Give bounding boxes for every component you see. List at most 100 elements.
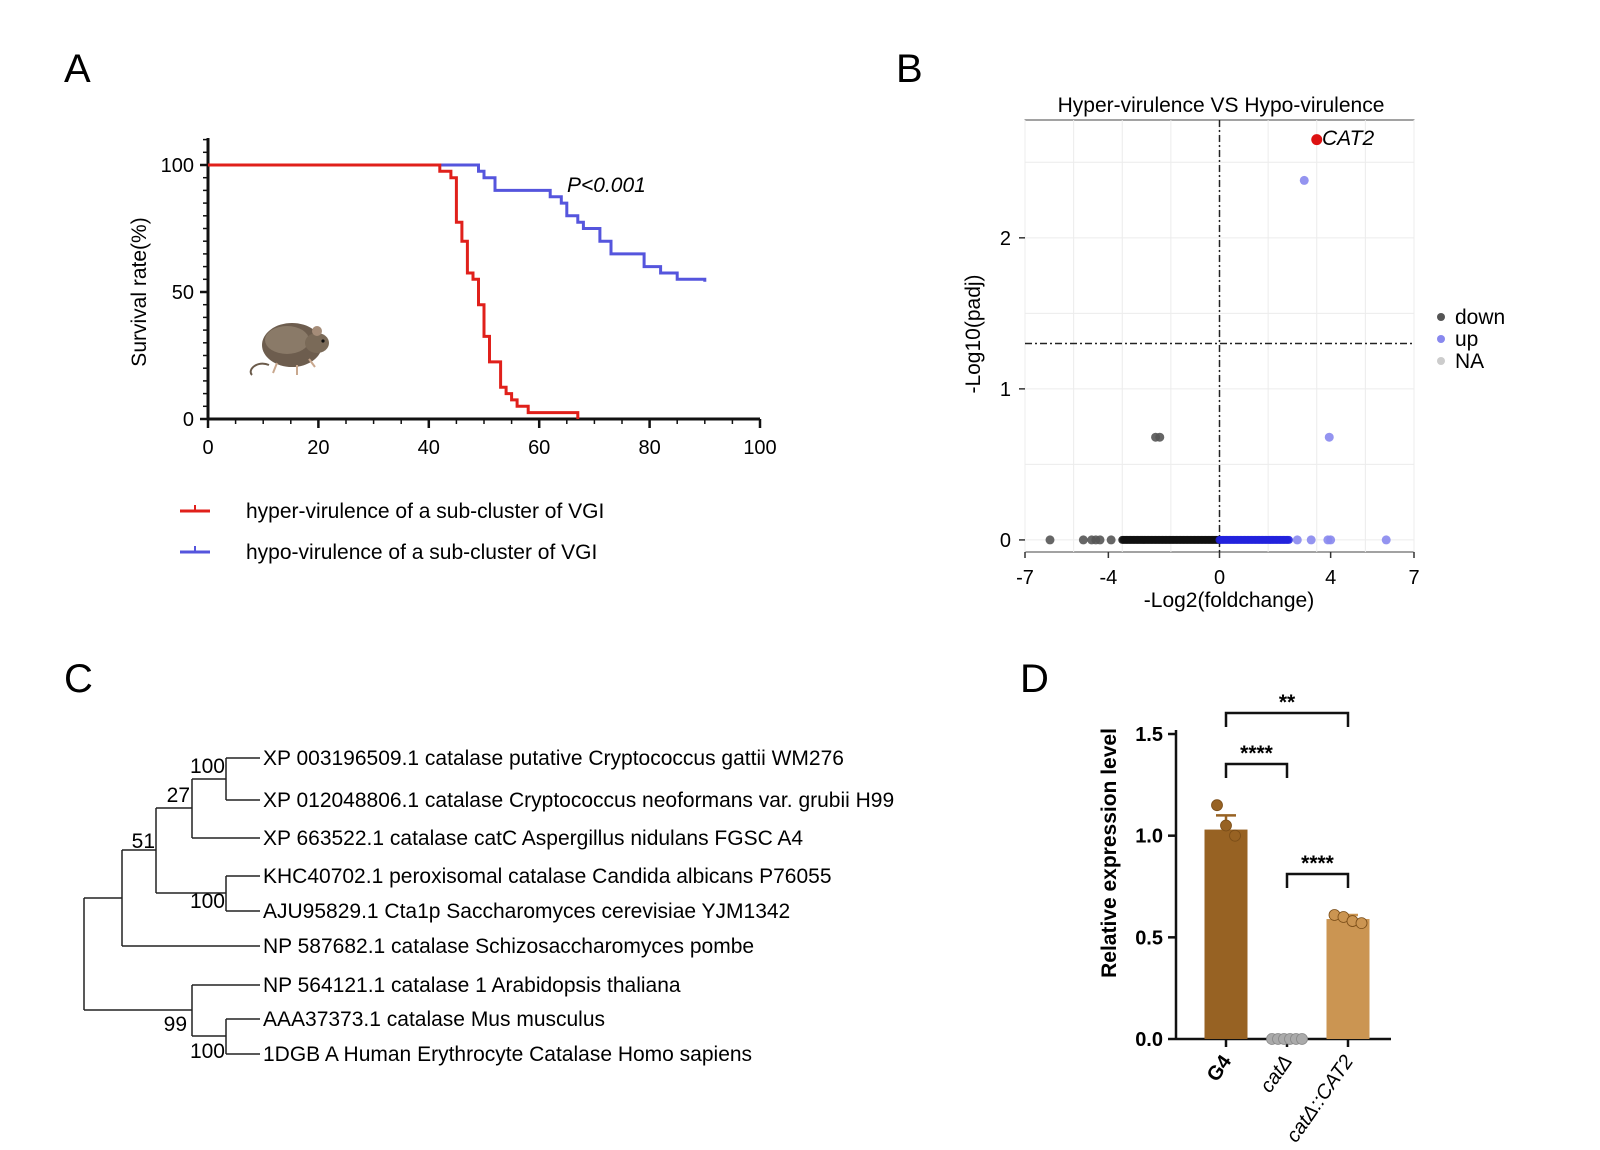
x-tick-label: 0: [1214, 567, 1225, 589]
panel-b-legend: down up NA: [1437, 306, 1505, 373]
mouse-illustration: [249, 323, 329, 376]
legend-label-hypo: hypo-virulence of a sub-cluster of VGI: [246, 541, 597, 564]
tree-leaf-label: AAA37373.1 catalase Mus musculus: [263, 1008, 605, 1031]
mouse-ear: [312, 326, 322, 336]
legend-dot-up: [1437, 335, 1445, 343]
volcano-point-down: [1045, 535, 1055, 545]
y-tick-label: 0: [1000, 530, 1011, 552]
volcano-point-down: [1155, 432, 1165, 442]
panel-b: B Hyper-virulence VS Hypo-virulence -7 -4…: [896, 47, 1505, 612]
tree-leaf-label: XP 663522.1 catalase catC Aspergillus ni…: [263, 827, 803, 850]
cat2-point: [1311, 134, 1323, 146]
panel-a-survival-lines: [208, 163, 707, 419]
tree-leaf-label: XP 003196509.1 catalase putative Cryptoc…: [263, 747, 844, 770]
panel-a-legend: hyper-virulence of a sub-cluster of VGI …: [180, 500, 604, 564]
category-label: catΔ: [1256, 1051, 1297, 1096]
volcano-point-up: [1306, 535, 1316, 545]
branch-fungi-clade: [155, 807, 226, 894]
tree-bootstrap-values: 100 27 51 100 99 100: [132, 755, 225, 1063]
x-tick-label: 20: [307, 437, 329, 459]
mouse-eye: [321, 339, 325, 343]
x-tick-label: 60: [528, 437, 550, 459]
panel-c-label: C: [64, 657, 93, 701]
y-tick-label: 0.5: [1135, 927, 1163, 949]
bootstrap-value: 100: [190, 1040, 225, 1063]
volcano-point-up: [1292, 535, 1302, 545]
significance-bracket: [1224, 711, 1350, 727]
volcano-point-up: [1324, 432, 1334, 442]
legend-label-down: down: [1455, 306, 1505, 329]
x-tick-label: -7: [1016, 567, 1034, 589]
replicate-point: [1296, 1033, 1308, 1045]
tree-leaf-label: AJU95829.1 Cta1p Saccharomyces cerevisia…: [263, 900, 790, 923]
y-tick-label: 2: [1000, 228, 1011, 250]
replicate-point: [1211, 799, 1223, 812]
panel-a: A 0 50 100 0 20 40 60 80 100 Survival rate(%) P<…: [64, 47, 777, 564]
significance-label: **: [1279, 691, 1296, 714]
legend-dot-na: [1437, 357, 1445, 365]
expression-bar: [1326, 919, 1370, 1039]
panel-b-title: Hyper-virulence VS Hypo-virulence: [1058, 94, 1385, 117]
x-tick-label: 100: [743, 437, 776, 459]
volcano-point-down: [1095, 535, 1105, 545]
mouse-head: [305, 333, 329, 353]
hypo-virulence-curve: [208, 163, 707, 282]
volcano-point-up: [1326, 535, 1336, 545]
bootstrap-value: 27: [167, 784, 190, 807]
x-tick-label: -4: [1099, 567, 1117, 589]
tree-leaf-label: KHC40702.1 peroxisomal catalase Candida …: [263, 865, 832, 888]
hyper-virulence-curve: [208, 163, 580, 419]
category-label: G4: [1203, 1051, 1237, 1086]
volcano-point-up: [1381, 535, 1391, 545]
mouse-legs: [272, 358, 316, 375]
volcano-point-up: [1284, 535, 1293, 544]
significance-label: ****: [1301, 852, 1335, 875]
replicate-point: [1229, 829, 1241, 842]
significance-label: ****: [1240, 742, 1274, 765]
legend-label-up: up: [1455, 328, 1478, 351]
panel-d-y-axis-label: Relative expression level: [1098, 728, 1121, 978]
tree-leaf-label: NP 564121.1 catalase 1 Arabidopsis thali…: [263, 974, 681, 997]
branch-root: [83, 897, 192, 1011]
tree-leaf-label: 1DGB A Human Erythrocyte Catalase Homo s…: [263, 1043, 752, 1066]
legend-label-hyper: hyper-virulence of a sub-cluster of VGI: [246, 500, 604, 523]
bootstrap-value: 100: [190, 755, 225, 778]
volcano-point-down: [1106, 535, 1116, 545]
mouse-tail: [249, 362, 270, 376]
branch-mammal-pair: [225, 1018, 260, 1055]
panel-a-axes: 0 50 100 0 20 40 60 80 100: [161, 138, 777, 459]
p-value-annotation: P<0.001: [567, 174, 646, 197]
significance-bracket: [1285, 872, 1350, 888]
tree-leaf-label: NP 587682.1 catalase Schizosaccharomyces…: [263, 935, 754, 958]
branch-yeast-pair: [225, 875, 260, 912]
volcano-point-up: [1299, 175, 1309, 185]
bootstrap-value: 100: [190, 890, 225, 913]
expression-bar: [1204, 829, 1248, 1039]
panel-b-label: B: [896, 47, 923, 91]
panel-b-plot-area: -7 -4 0 4 7 0 1 2: [1000, 119, 1420, 589]
y-tick-label: 0: [183, 409, 194, 431]
bootstrap-value: 51: [132, 830, 155, 853]
tree-leaf-label: XP 012048806.1 catalase Cryptococcus neo…: [263, 789, 894, 812]
cat2-point-label: CAT2: [1322, 127, 1374, 150]
bootstrap-value: 99: [164, 1013, 187, 1036]
tree-leaf-labels: XP 003196509.1 catalase putative Cryptoc…: [263, 747, 894, 1066]
panel-b-y-axis-label: -Log10(padj): [962, 274, 985, 393]
x-tick-label: 80: [638, 437, 660, 459]
panel-d-label: D: [1020, 657, 1049, 701]
panel-d: D Relative expression level 0.0 0.5 1.0 1.5…: [1020, 657, 1391, 1146]
branch-cryptococcus-pair: [225, 757, 260, 801]
y-tick-label: 100: [161, 155, 194, 177]
x-tick-label: 4: [1325, 567, 1336, 589]
legend-dot-down: [1437, 313, 1445, 321]
x-tick-label: 0: [202, 437, 213, 459]
panel-b-x-axis-label: -Log2(foldchange): [1144, 589, 1314, 612]
x-tick-label: 7: [1408, 567, 1419, 589]
panel-a-y-axis-label: Survival rate(%): [128, 217, 151, 366]
replicate-point: [1220, 819, 1232, 832]
y-tick-label: 1: [1000, 379, 1011, 401]
y-tick-label: 1.5: [1135, 724, 1163, 746]
y-tick-label: 1.0: [1135, 826, 1163, 848]
